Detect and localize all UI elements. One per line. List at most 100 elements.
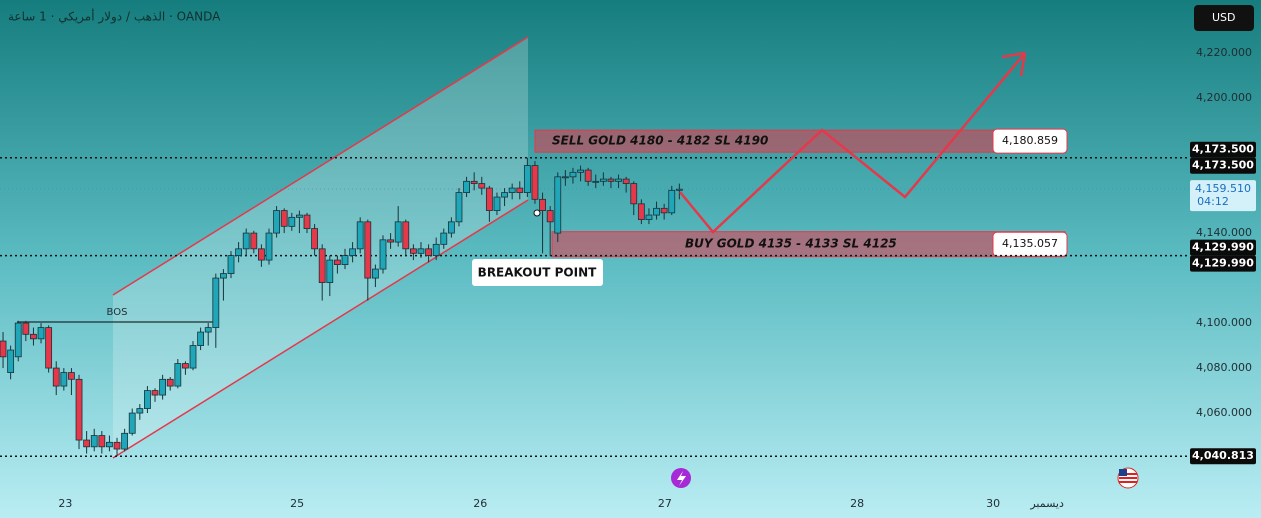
candle-body [311, 228, 318, 250]
candle-body [0, 340, 7, 358]
candle-body [592, 180, 600, 183]
candle-body [52, 367, 60, 387]
candle-body [113, 441, 121, 450]
candle-body [630, 183, 638, 205]
candle-body [75, 378, 83, 441]
candle-body [394, 221, 402, 243]
candle-body [182, 363, 189, 369]
candle-body [402, 221, 410, 250]
candle-body [265, 232, 273, 261]
zone-price: 4,135.057 [1002, 237, 1058, 250]
level-label: 4,129.990 [1192, 241, 1254, 254]
y-tick-label: 4,200.000 [1196, 91, 1252, 104]
x-tick-label: 27 [658, 497, 672, 510]
candle-body [288, 216, 296, 227]
candle-body [607, 178, 615, 182]
last-price-box [1190, 180, 1256, 212]
x-tick-label: ديسمبر [1029, 497, 1064, 510]
bos-label: BOS [107, 307, 128, 318]
candle-body [478, 183, 486, 189]
candle-body [622, 178, 630, 184]
candle-body [151, 390, 159, 396]
x-tick-label: 28 [850, 497, 864, 510]
candle-body [577, 169, 584, 173]
candle-body [463, 180, 470, 193]
candle-body [349, 248, 356, 256]
candle-body [7, 349, 15, 373]
candle-body [204, 327, 212, 333]
level-label: 4,129.990 [1192, 257, 1254, 270]
level-box [1190, 239, 1256, 256]
candle-body [242, 232, 250, 250]
candle-body [501, 192, 508, 198]
candle-body [212, 277, 220, 328]
candle-body [174, 363, 182, 387]
breakout-label: BREAKOUT POINT [478, 266, 597, 280]
candle-body [653, 207, 660, 216]
channel-upper [112, 36, 529, 296]
candle-body [14, 322, 22, 358]
candle-body [273, 210, 281, 234]
candle-body [531, 165, 539, 200]
candle-body [668, 189, 676, 214]
x-tick-label: 23 [58, 497, 72, 510]
event-bolt [677, 471, 686, 486]
candle-body [295, 214, 303, 218]
candle-body [235, 248, 243, 256]
y-tick-label: 4,080.000 [1196, 361, 1252, 374]
candle-body [303, 214, 311, 229]
candle-body [516, 187, 524, 193]
candle-body [318, 248, 326, 283]
candle-body [523, 165, 531, 193]
candle-body [326, 259, 334, 283]
last-price-label: 4,159.510 [1195, 182, 1251, 195]
level-box [1190, 448, 1256, 465]
candle-body [220, 273, 227, 279]
candle-body [569, 171, 577, 178]
chart-title: الذهب / دولار أمريكي · 1 ساعة · OANDA [8, 9, 221, 25]
zone-price-box [992, 128, 1068, 154]
level-label: 4,040.813 [1192, 449, 1254, 462]
candle-body [660, 207, 668, 214]
candle-body [30, 333, 37, 340]
breakout-dot [533, 209, 541, 217]
candle-body [637, 203, 645, 220]
candle-body [341, 255, 349, 265]
breakout-box [472, 259, 603, 286]
y-tick-label: 4,100.000 [1196, 316, 1252, 329]
candle-body [615, 178, 622, 182]
candle-body [546, 210, 554, 223]
candle-body [128, 412, 136, 434]
candle-body [539, 198, 546, 211]
candle-body [22, 322, 30, 335]
candle-body [83, 439, 91, 448]
projection-arrow [679, 51, 1027, 234]
candle-body [675, 188, 683, 191]
channel-lower [112, 199, 529, 459]
candle-body [554, 176, 562, 234]
candle-body [90, 435, 98, 448]
candle-body [106, 441, 113, 448]
currency: USD [1212, 11, 1236, 24]
countdown: 04:12 [1197, 195, 1229, 208]
candle-body [645, 214, 653, 220]
candle-body [508, 187, 516, 193]
candle-body [333, 259, 341, 265]
x-tick-label: 26 [473, 497, 487, 510]
candle-body [280, 210, 288, 227]
candle-body [440, 232, 448, 245]
level-label: 4,173.500 [1192, 159, 1254, 172]
channel-fill [113, 37, 528, 458]
candle-body [60, 372, 68, 387]
candle-body [250, 232, 258, 250]
candle-body [599, 178, 607, 182]
candle-body [121, 432, 129, 450]
candle-body [364, 221, 372, 279]
flag-canton [1119, 469, 1127, 476]
candle-body [485, 187, 493, 211]
candle-body [387, 239, 394, 243]
candle-body [159, 378, 167, 396]
candle-body [409, 248, 417, 254]
